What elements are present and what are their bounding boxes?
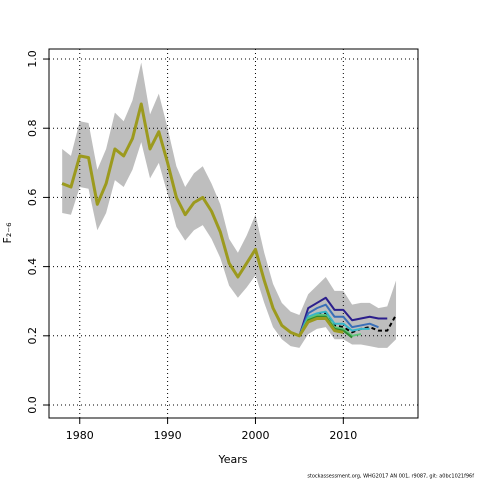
- series-line: [61, 102, 344, 338]
- x-tick-label: 1990: [154, 429, 182, 442]
- y-tick-label: 0.2: [26, 327, 39, 345]
- y-tick-label: 1.0: [26, 50, 39, 68]
- y-tick-label: 0.0: [26, 396, 39, 414]
- y-tick-label: 0.6: [26, 189, 39, 207]
- y-tick-label: 0.4: [26, 258, 39, 276]
- footnote: stockassessment.org, WHG2017 AN 001, r90…: [307, 474, 474, 480]
- x-tick-label: 2000: [241, 429, 269, 442]
- plot-frame: [48, 48, 419, 419]
- confidence-band: [62, 62, 397, 348]
- y-tick-label: 0.8: [26, 119, 39, 137]
- x-tick-label: 2010: [329, 429, 357, 442]
- x-axis-label: Years: [217, 453, 247, 466]
- y-axis-label: F₂₋₆: [1, 222, 14, 244]
- x-tick-label: 1980: [66, 429, 94, 442]
